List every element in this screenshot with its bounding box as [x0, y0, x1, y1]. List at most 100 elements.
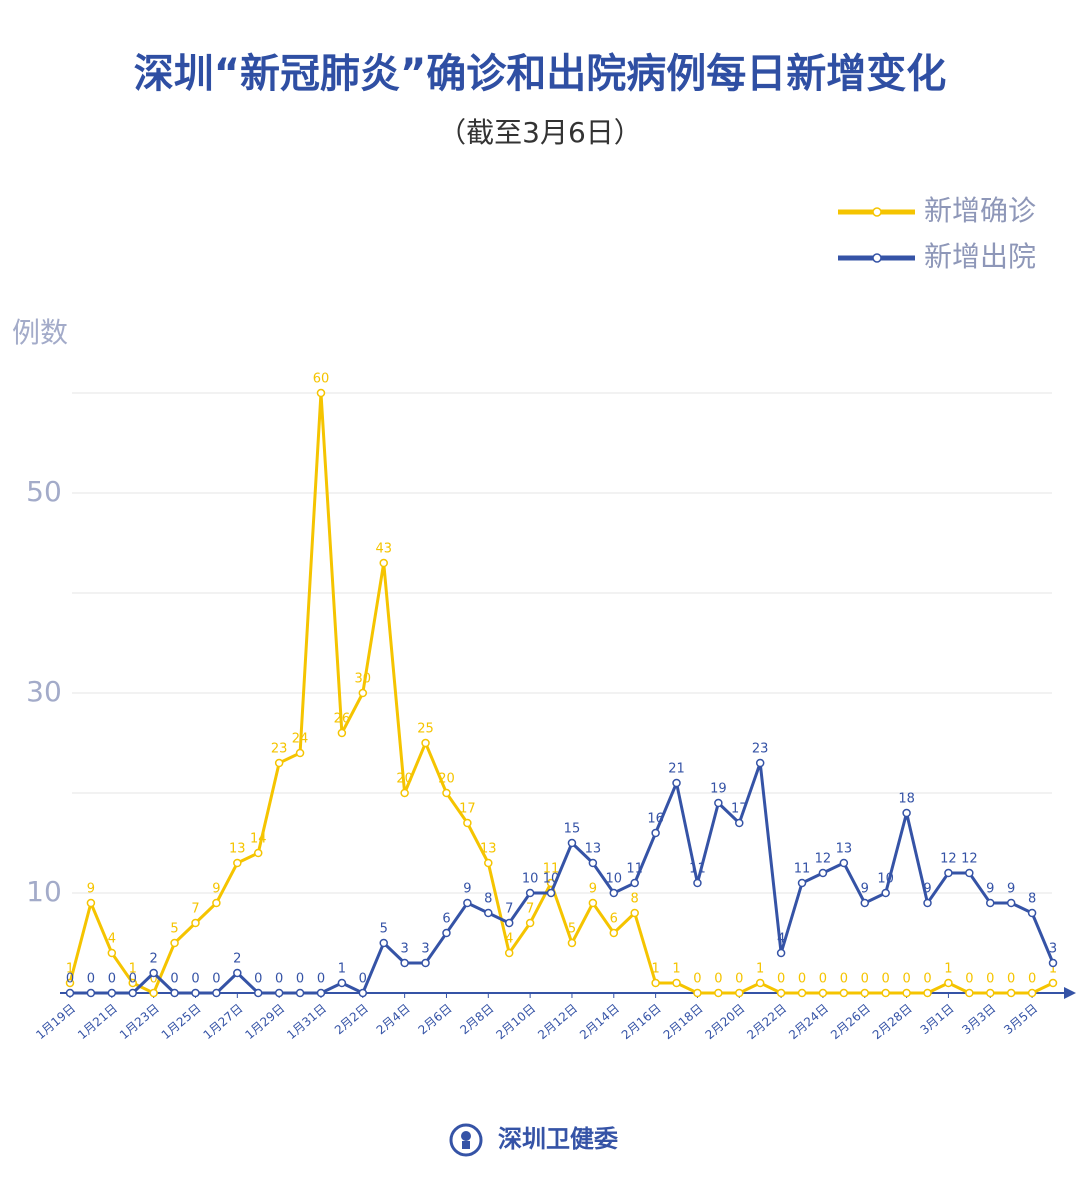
data-label: 14 — [250, 832, 267, 847]
point — [484, 858, 493, 868]
point — [693, 988, 702, 998]
point — [233, 858, 242, 868]
data-label: 7 — [191, 902, 199, 917]
point — [463, 818, 472, 828]
point — [860, 988, 870, 998]
point — [191, 988, 200, 998]
point — [567, 838, 577, 848]
data-label: 24 — [292, 732, 309, 747]
data-label: 1 — [1049, 962, 1057, 977]
point — [735, 818, 744, 828]
axis-arrow — [1064, 987, 1076, 999]
data-label: 12 — [815, 852, 832, 867]
data-label: 12 — [940, 852, 957, 867]
point — [149, 968, 158, 978]
point — [693, 878, 702, 888]
point — [400, 958, 409, 968]
legend-label: 新增确诊 — [924, 194, 1036, 227]
point — [358, 688, 368, 698]
point — [902, 808, 911, 818]
data-label: 4 — [505, 932, 513, 947]
point — [1006, 898, 1016, 908]
data-label: 0 — [254, 972, 262, 987]
data-label: 9 — [986, 882, 994, 897]
data-label: 3 — [421, 942, 429, 957]
chart-subtitle: （截至3月6日） — [438, 116, 642, 149]
y-tick-label: 50 — [26, 475, 62, 508]
data-label: 10 — [543, 872, 560, 887]
data-label: 5 — [170, 922, 178, 937]
data-label: 13 — [836, 842, 853, 857]
data-label: 0 — [191, 972, 199, 987]
data-label: 7 — [526, 902, 534, 917]
point — [337, 728, 347, 738]
point — [128, 978, 137, 988]
data-label: 30 — [355, 672, 372, 687]
point — [274, 988, 284, 998]
data-label: 11 — [543, 862, 560, 877]
data-label: 0 — [714, 972, 722, 987]
point — [609, 888, 619, 898]
data-label: 0 — [108, 972, 116, 987]
point — [797, 878, 807, 888]
data-label: 9 — [463, 882, 471, 897]
point — [316, 988, 326, 998]
point — [923, 898, 932, 908]
data-label: 1 — [66, 962, 74, 977]
point — [379, 938, 388, 948]
data-label: 5 — [568, 922, 576, 937]
point — [525, 888, 535, 898]
data-label: 0 — [798, 972, 806, 987]
data-label: 20 — [438, 772, 455, 787]
point — [630, 878, 639, 888]
data-label: 0 — [170, 972, 178, 987]
point — [463, 898, 472, 908]
point — [818, 988, 828, 998]
point — [170, 988, 179, 998]
point — [337, 978, 347, 988]
point — [525, 918, 535, 928]
point — [735, 988, 744, 998]
data-label: 12 — [961, 852, 978, 867]
logo-body — [462, 1141, 470, 1149]
y-tick-label: 30 — [26, 675, 62, 708]
data-label: 17 — [459, 802, 476, 817]
point — [986, 898, 995, 908]
logo-ring — [449, 1123, 483, 1157]
data-label: 10 — [522, 872, 539, 887]
point — [400, 788, 409, 798]
data-label: 1 — [129, 962, 137, 977]
data-label: 4 — [108, 932, 116, 947]
point — [944, 978, 953, 988]
data-label: 5 — [380, 922, 388, 937]
point — [233, 968, 242, 978]
data-label: 13 — [229, 842, 246, 857]
data-label: 23 — [271, 742, 288, 757]
data-label: 0 — [882, 972, 890, 987]
point — [274, 758, 284, 768]
data-label: 23 — [752, 742, 769, 757]
point — [442, 788, 451, 798]
point — [714, 988, 723, 998]
point — [776, 948, 786, 958]
point — [212, 898, 221, 908]
legend-label: 新增出院 — [924, 240, 1036, 273]
data-label: 0 — [693, 972, 701, 987]
point — [1048, 978, 1058, 988]
point — [504, 948, 514, 958]
data-label: 9 — [212, 882, 220, 897]
data-label: 43 — [375, 542, 392, 557]
data-label: 10 — [877, 872, 894, 887]
data-label: 19 — [710, 782, 727, 797]
point — [316, 388, 326, 398]
data-label: 11 — [626, 862, 643, 877]
point — [295, 988, 305, 998]
point — [818, 868, 828, 878]
point — [860, 898, 870, 908]
point — [651, 828, 660, 838]
point — [839, 988, 849, 998]
data-label: 16 — [647, 812, 664, 827]
data-label: 9 — [589, 882, 597, 897]
